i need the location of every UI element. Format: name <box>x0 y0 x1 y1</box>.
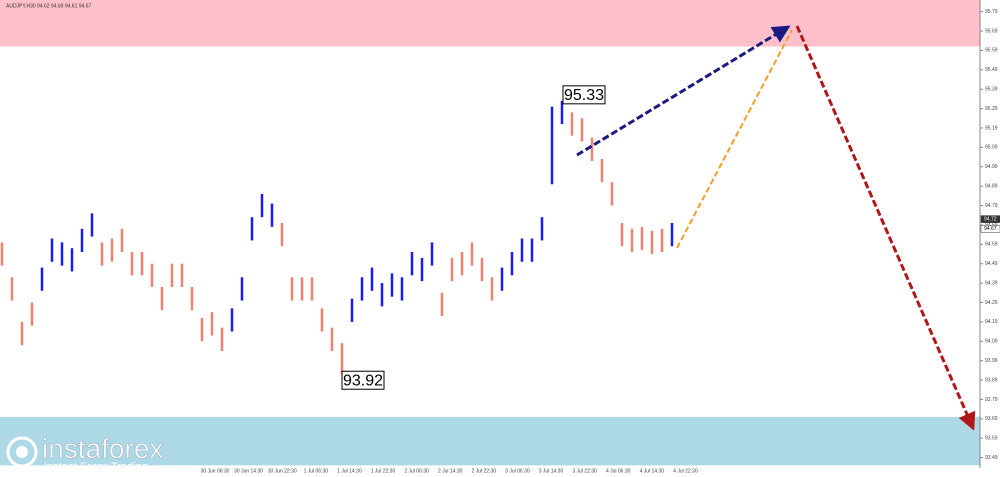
x-tick-label: 4 Jul 22:30 <box>673 468 698 474</box>
x-tick-label: 30 Jun 22:30 <box>268 468 297 474</box>
zone <box>0 416 980 466</box>
y-tick-label: 95.09 <box>985 145 998 151</box>
annotation: 93.92 <box>343 372 383 389</box>
x-tick-label: 3 Jul 06:30 <box>505 468 530 474</box>
y-tick-label: 93.69 <box>985 416 998 422</box>
x-tick-label: 1 Jul 06:30 <box>304 468 329 474</box>
price-tag-box <box>980 215 1000 223</box>
y-tick-label: 95.19 <box>985 125 998 131</box>
logo: instaforex Instant Forex Trading <box>6 433 164 473</box>
x-tick-label: 2 Jul 06:30 <box>404 468 429 474</box>
y-tick-label: 95.69 <box>985 28 998 34</box>
y-tick-label: 94.09 <box>985 339 998 345</box>
logo-name: instaforex <box>42 433 163 464</box>
y-tick-label: 93.59 <box>985 436 998 442</box>
chart-title: AUDJPY,H30 94.62 94.69 94.61 94.67 <box>6 3 91 9</box>
x-tick-label: 4 Jul 06:30 <box>606 468 631 474</box>
y-tick-label: 95.49 <box>985 67 998 73</box>
y-tick-label: 93.49 <box>985 455 998 461</box>
price-tag: 94.67 <box>984 226 997 232</box>
y-tick-label: 95.79 <box>985 9 998 15</box>
zone <box>0 0 980 47</box>
logo-icon <box>6 436 38 468</box>
price-tag: 94.72 <box>984 216 997 222</box>
forecast-arrow <box>795 25 976 431</box>
forecast-line <box>676 29 793 249</box>
x-tick-label: 1 Jul 22:30 <box>371 468 396 474</box>
x-tick-label: 2 Jul 14:30 <box>438 468 463 474</box>
forecast-arrow <box>576 25 791 157</box>
y-tick-label: 94.59 <box>985 242 998 248</box>
y-tick-label: 94.49 <box>985 261 998 267</box>
y-tick-label: 94.39 <box>985 280 998 286</box>
annotation-box <box>341 370 385 390</box>
annotation-box <box>562 85 606 105</box>
annotation: 95.33 <box>564 87 604 104</box>
y-tick-label: 93.99 <box>985 358 998 364</box>
y-tick-label: 94.89 <box>985 183 998 189</box>
logo-icon <box>16 446 28 458</box>
x-tick-label: 1 Jul 14:30 <box>337 468 362 474</box>
y-tick-label: 94.99 <box>985 164 998 170</box>
x-tick-label: 30 Jun 06:30 <box>201 468 230 474</box>
y-tick-label: 95.59 <box>985 48 998 54</box>
x-tick-label: 4 Jul 14:30 <box>640 468 665 474</box>
y-tick-label: 94.29 <box>985 300 998 306</box>
logo-tagline: Instant Forex Trading <box>44 461 148 473</box>
price-tag-box <box>980 225 1000 233</box>
x-tick-label: 30 Jun 14:30 <box>234 468 263 474</box>
y-tick-label: 93.79 <box>985 397 998 403</box>
x-tick-label: 2 Jul 22:30 <box>472 468 497 474</box>
y-tick-label: 94.19 <box>985 319 998 325</box>
y-tick-label: 94.79 <box>985 203 998 209</box>
y-tick-label: 93.89 <box>985 377 998 383</box>
y-tick-label: 95.29 <box>985 106 998 112</box>
y-tick-label: 95.39 <box>985 87 998 93</box>
x-tick-label: 3 Jul 14:30 <box>539 468 564 474</box>
x-tick-label: 3 Jul 22:30 <box>572 468 597 474</box>
